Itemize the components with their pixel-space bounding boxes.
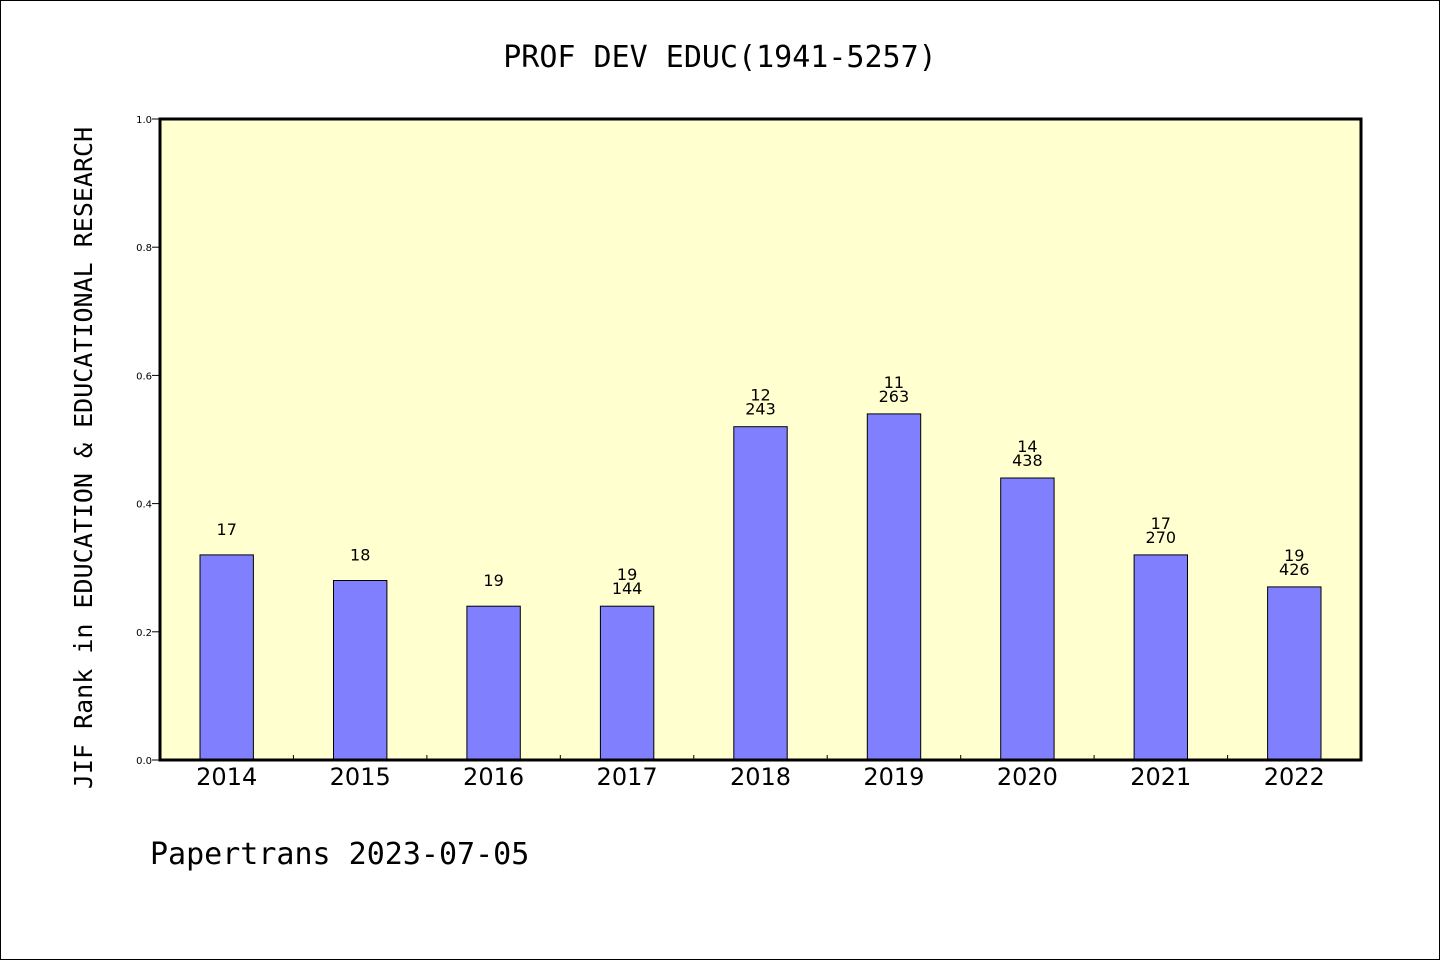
data-label-2018-2: 243 <box>745 400 776 419</box>
y-tick-label-0.4: 0.4 <box>136 500 152 511</box>
y-tick-label-1.0: 1.0 <box>136 115 152 126</box>
bar-2021 <box>1133 554 1188 761</box>
data-label-2018-1: 12 <box>750 386 770 405</box>
footer-text: Papertrans 2023-07-05 <box>150 837 529 872</box>
bar-2022 <box>1267 586 1322 761</box>
data-label-2016: 19 <box>483 571 503 590</box>
y-tick-label-0.0: 0.0 <box>136 756 152 767</box>
data-label-2021-1: 17 <box>1151 514 1171 533</box>
x-tick-label-2016: 2016 <box>463 763 524 791</box>
bar-2016 <box>466 605 521 761</box>
x-tick-label-2017: 2017 <box>597 763 658 791</box>
bar-2015 <box>333 580 388 761</box>
plot-border <box>158 117 1363 762</box>
bars-layer <box>199 413 1322 761</box>
bar-2018 <box>733 426 788 761</box>
y-axis-ticks: 0.0 0.2 0.4 0.6 0.8 1.0 <box>136 115 160 767</box>
bar-2017 <box>599 605 655 761</box>
x-tick-label-2020: 2020 <box>997 763 1058 791</box>
data-label-2014: 17 <box>217 520 237 539</box>
bar-2014 <box>199 554 254 761</box>
data-label-2017-2: 144 <box>612 579 643 598</box>
data-label-2020-1: 14 <box>1017 437 1037 456</box>
bar-2020 <box>1000 477 1055 761</box>
data-label-2019-2: 263 <box>879 387 910 406</box>
x-axis-ticks: 2014 2015 2016 2017 2018 2019 2020 2021 2022 <box>196 755 1325 791</box>
data-label-2019-1: 11 <box>884 373 904 392</box>
x-tick-label-2018: 2018 <box>730 763 791 791</box>
data-label-2022-1: 19 <box>1284 546 1304 565</box>
x-tick-label-2021: 2021 <box>1130 763 1191 791</box>
x-tick-label-2015: 2015 <box>330 763 391 791</box>
data-label-2017-1: 19 <box>617 565 637 584</box>
data-label-2021-2: 270 <box>1146 528 1177 547</box>
y-axis-label: JIF Rank in EDUCATION & EDUCATIONAL RESE… <box>69 127 98 789</box>
y-tick-label-0.2: 0.2 <box>136 628 152 639</box>
data-label-2015: 18 <box>350 546 370 565</box>
chart-title: PROF DEV EDUC(1941-5257) <box>503 40 936 75</box>
x-tick-label-2019: 2019 <box>863 763 924 791</box>
y-tick-label-0.8: 0.8 <box>136 243 152 254</box>
data-label-2022-2: 426 <box>1279 560 1310 579</box>
data-label-2020-2: 438 <box>1012 451 1043 470</box>
y-tick-label-0.6: 0.6 <box>136 371 152 382</box>
x-tick-label-2022: 2022 <box>1264 763 1325 791</box>
bar-2019 <box>866 413 922 761</box>
x-tick-label-2014: 2014 <box>196 763 257 791</box>
